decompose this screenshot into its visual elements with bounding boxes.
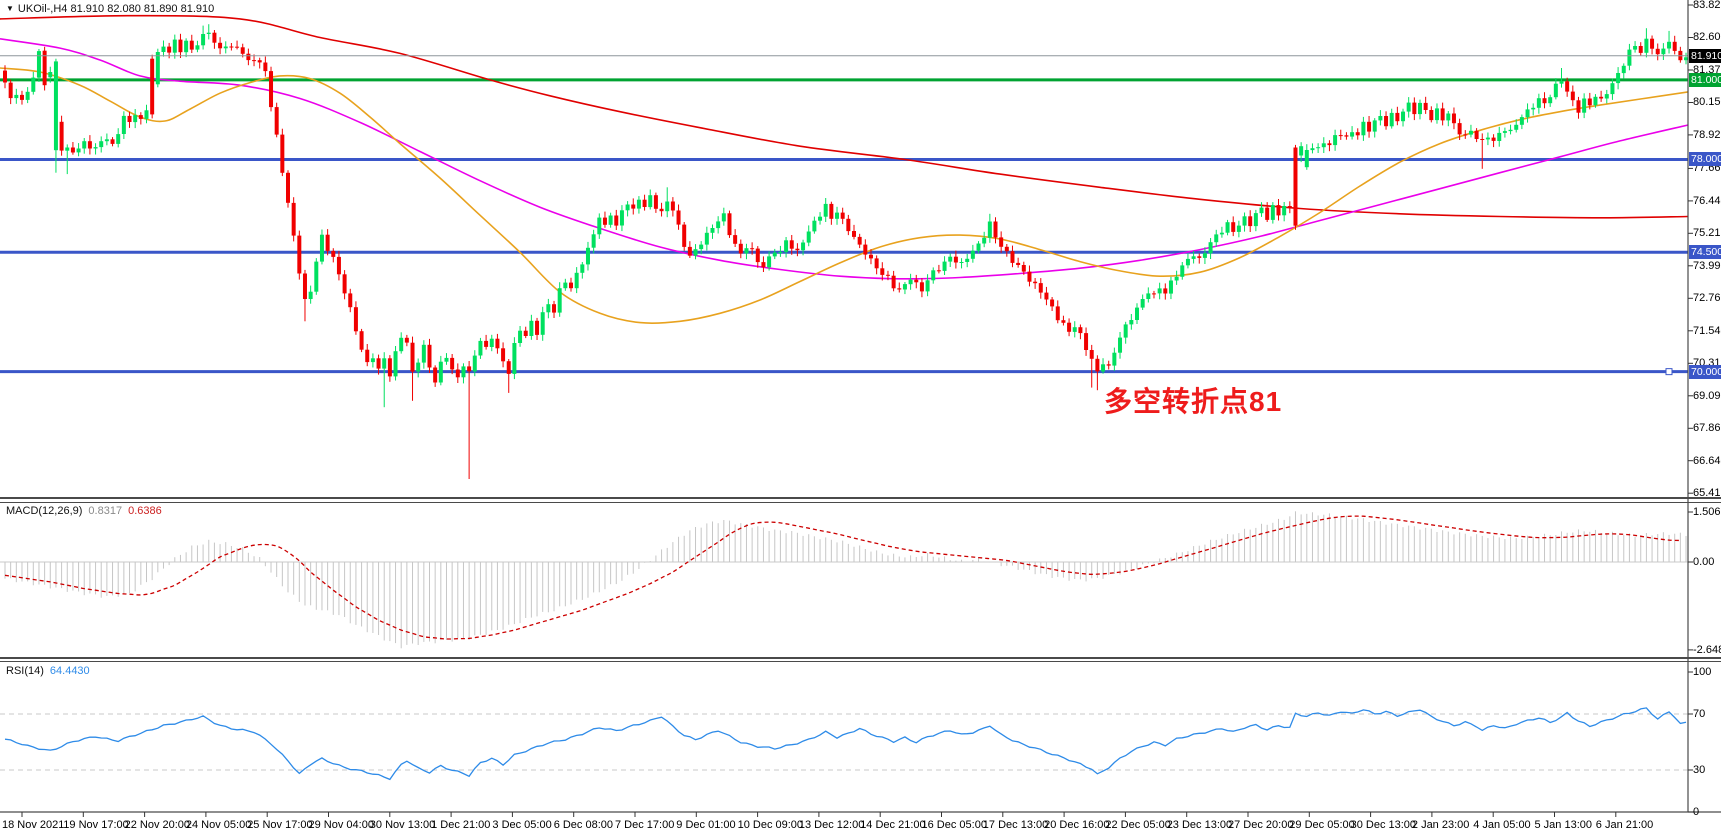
rsi-line	[4, 707, 1687, 781]
symbol-title: ▼ UKOil-,H4 81.910 82.080 81.890 81.910	[6, 3, 214, 15]
time-axis-label: 5 Jan 13:00	[1534, 819, 1593, 831]
rsi-axis-label: 0	[1693, 806, 1700, 818]
time-axis-label: 23 Dec 13:00	[1166, 819, 1233, 831]
price-axis-label: 73.990	[1693, 259, 1721, 272]
time-axis-label: 13 Dec 12:00	[798, 819, 865, 831]
time-axis-label: 25 Nov 17:00	[247, 819, 313, 831]
rsi-indicator-label: RSI(14) 64.4430	[6, 665, 90, 677]
price-axis-label: 83.825	[1693, 0, 1721, 11]
horizontal-level-lines[interactable]	[0, 78, 1688, 376]
time-axis-label: 30 Dec 13:00	[1350, 819, 1417, 831]
time-axis-label: 3 Dec 05:00	[492, 819, 552, 831]
moving-average-lines	[0, 14, 1689, 324]
macd-signal-value: 0.6386	[128, 505, 162, 517]
time-axis-label: 2 Jan 23:00	[1411, 819, 1470, 831]
time-axis-label: 29 Dec 05:00	[1289, 819, 1355, 831]
time-axis-label: 22 Nov 20:00	[124, 819, 191, 831]
price-axis-label: 67.865	[1693, 422, 1721, 435]
price-level-badge: 74.500	[1689, 245, 1721, 260]
price-axis-label: 76.440	[1693, 194, 1721, 207]
time-axis-label: 1 Dec 21:00	[431, 819, 491, 831]
rsi-value: 64.4430	[49, 665, 90, 677]
panel-borders-and-ticks	[0, 0, 1721, 817]
macd-signal-line	[4, 515, 1681, 640]
hline-handle[interactable]	[1665, 368, 1673, 376]
price-axis-label: 71.540	[1693, 324, 1721, 337]
price-axis-label: 75.215	[1693, 227, 1721, 240]
time-axis-label: 18 Nov 2021	[2, 819, 65, 831]
ma-slow-red	[0, 14, 1689, 219]
rsi-axis-label: 30	[1693, 764, 1706, 776]
time-axis-label: 30 Nov 13:00	[369, 819, 436, 831]
macd-panel-plot	[0, 511, 1688, 649]
ma-fast-orange	[0, 67, 1689, 324]
symbol-dropdown-icon[interactable]: ▼	[6, 4, 14, 13]
macd-axis-label: 1.5061	[1693, 505, 1721, 518]
rsi-name: RSI(14)	[6, 665, 44, 677]
price-axis-label: 82.600	[1693, 31, 1721, 44]
macd-indicator-label: MACD(12,26,9) 0.8317 0.6386	[6, 505, 162, 517]
time-axis-label: 14 Dec 21:00	[860, 819, 926, 831]
time-axis-label: 24 Nov 05:00	[185, 819, 252, 831]
price-level-badge: 81.000	[1689, 72, 1721, 87]
time-axis-label: 6 Dec 08:00	[553, 819, 614, 831]
price-axis-label: 78.925	[1693, 128, 1721, 141]
time-axis-label: 20 Dec 16:00	[1044, 819, 1110, 831]
chart-text-annotation[interactable]: 多空转折点81	[1104, 386, 1283, 417]
time-axis-label: 16 Dec 05:00	[921, 819, 987, 831]
price-level-badge: 78.000	[1689, 152, 1721, 167]
time-axis-label: 6 Jan 21:00	[1595, 819, 1654, 831]
time-axis-label: 10 Dec 09:00	[737, 819, 804, 831]
candlesticks	[3, 24, 1689, 479]
time-axis-label: 4 Jan 05:00	[1473, 819, 1531, 831]
price-level-badge: 70.000	[1689, 364, 1721, 379]
macd-axis-label: 0.00	[1693, 556, 1715, 568]
time-axis-label: 22 Dec 05:00	[1105, 819, 1171, 831]
ohlc-quote-line: 81.910 82.080 81.890 81.910	[70, 3, 215, 15]
current-price-badge: 81.910	[1689, 48, 1721, 63]
macd-name: MACD(12,26,9)	[6, 505, 83, 517]
price-axis-label: 66.640	[1693, 454, 1721, 467]
macd-axis-label: -2.6487	[1693, 643, 1721, 656]
time-axis-label: 27 Dec 20:00	[1228, 819, 1294, 831]
price-axis-label: 65.415	[1693, 487, 1721, 500]
rsi-panel-plot	[0, 707, 1688, 781]
price-axis-label: 80.150	[1693, 96, 1721, 109]
price-axis-label: 69.090	[1693, 389, 1721, 402]
time-axis-label: 7 Dec 17:00	[615, 819, 675, 831]
time-axis-label: 17 Dec 13:00	[982, 819, 1049, 831]
rsi-axis-label: 70	[1693, 708, 1706, 720]
symbol-period-label: UKOil-,H4	[17, 3, 68, 15]
time-axis-label: 29 Nov 04:00	[308, 819, 374, 831]
rsi-axis-label: 100	[1693, 666, 1712, 678]
time-axis-label: 9 Dec 01:00	[676, 819, 736, 831]
price-axis-label: 72.765	[1693, 292, 1721, 305]
macd-main-value: 0.8317	[88, 505, 123, 517]
time-axis-label: 19 Nov 17:00	[63, 819, 129, 831]
